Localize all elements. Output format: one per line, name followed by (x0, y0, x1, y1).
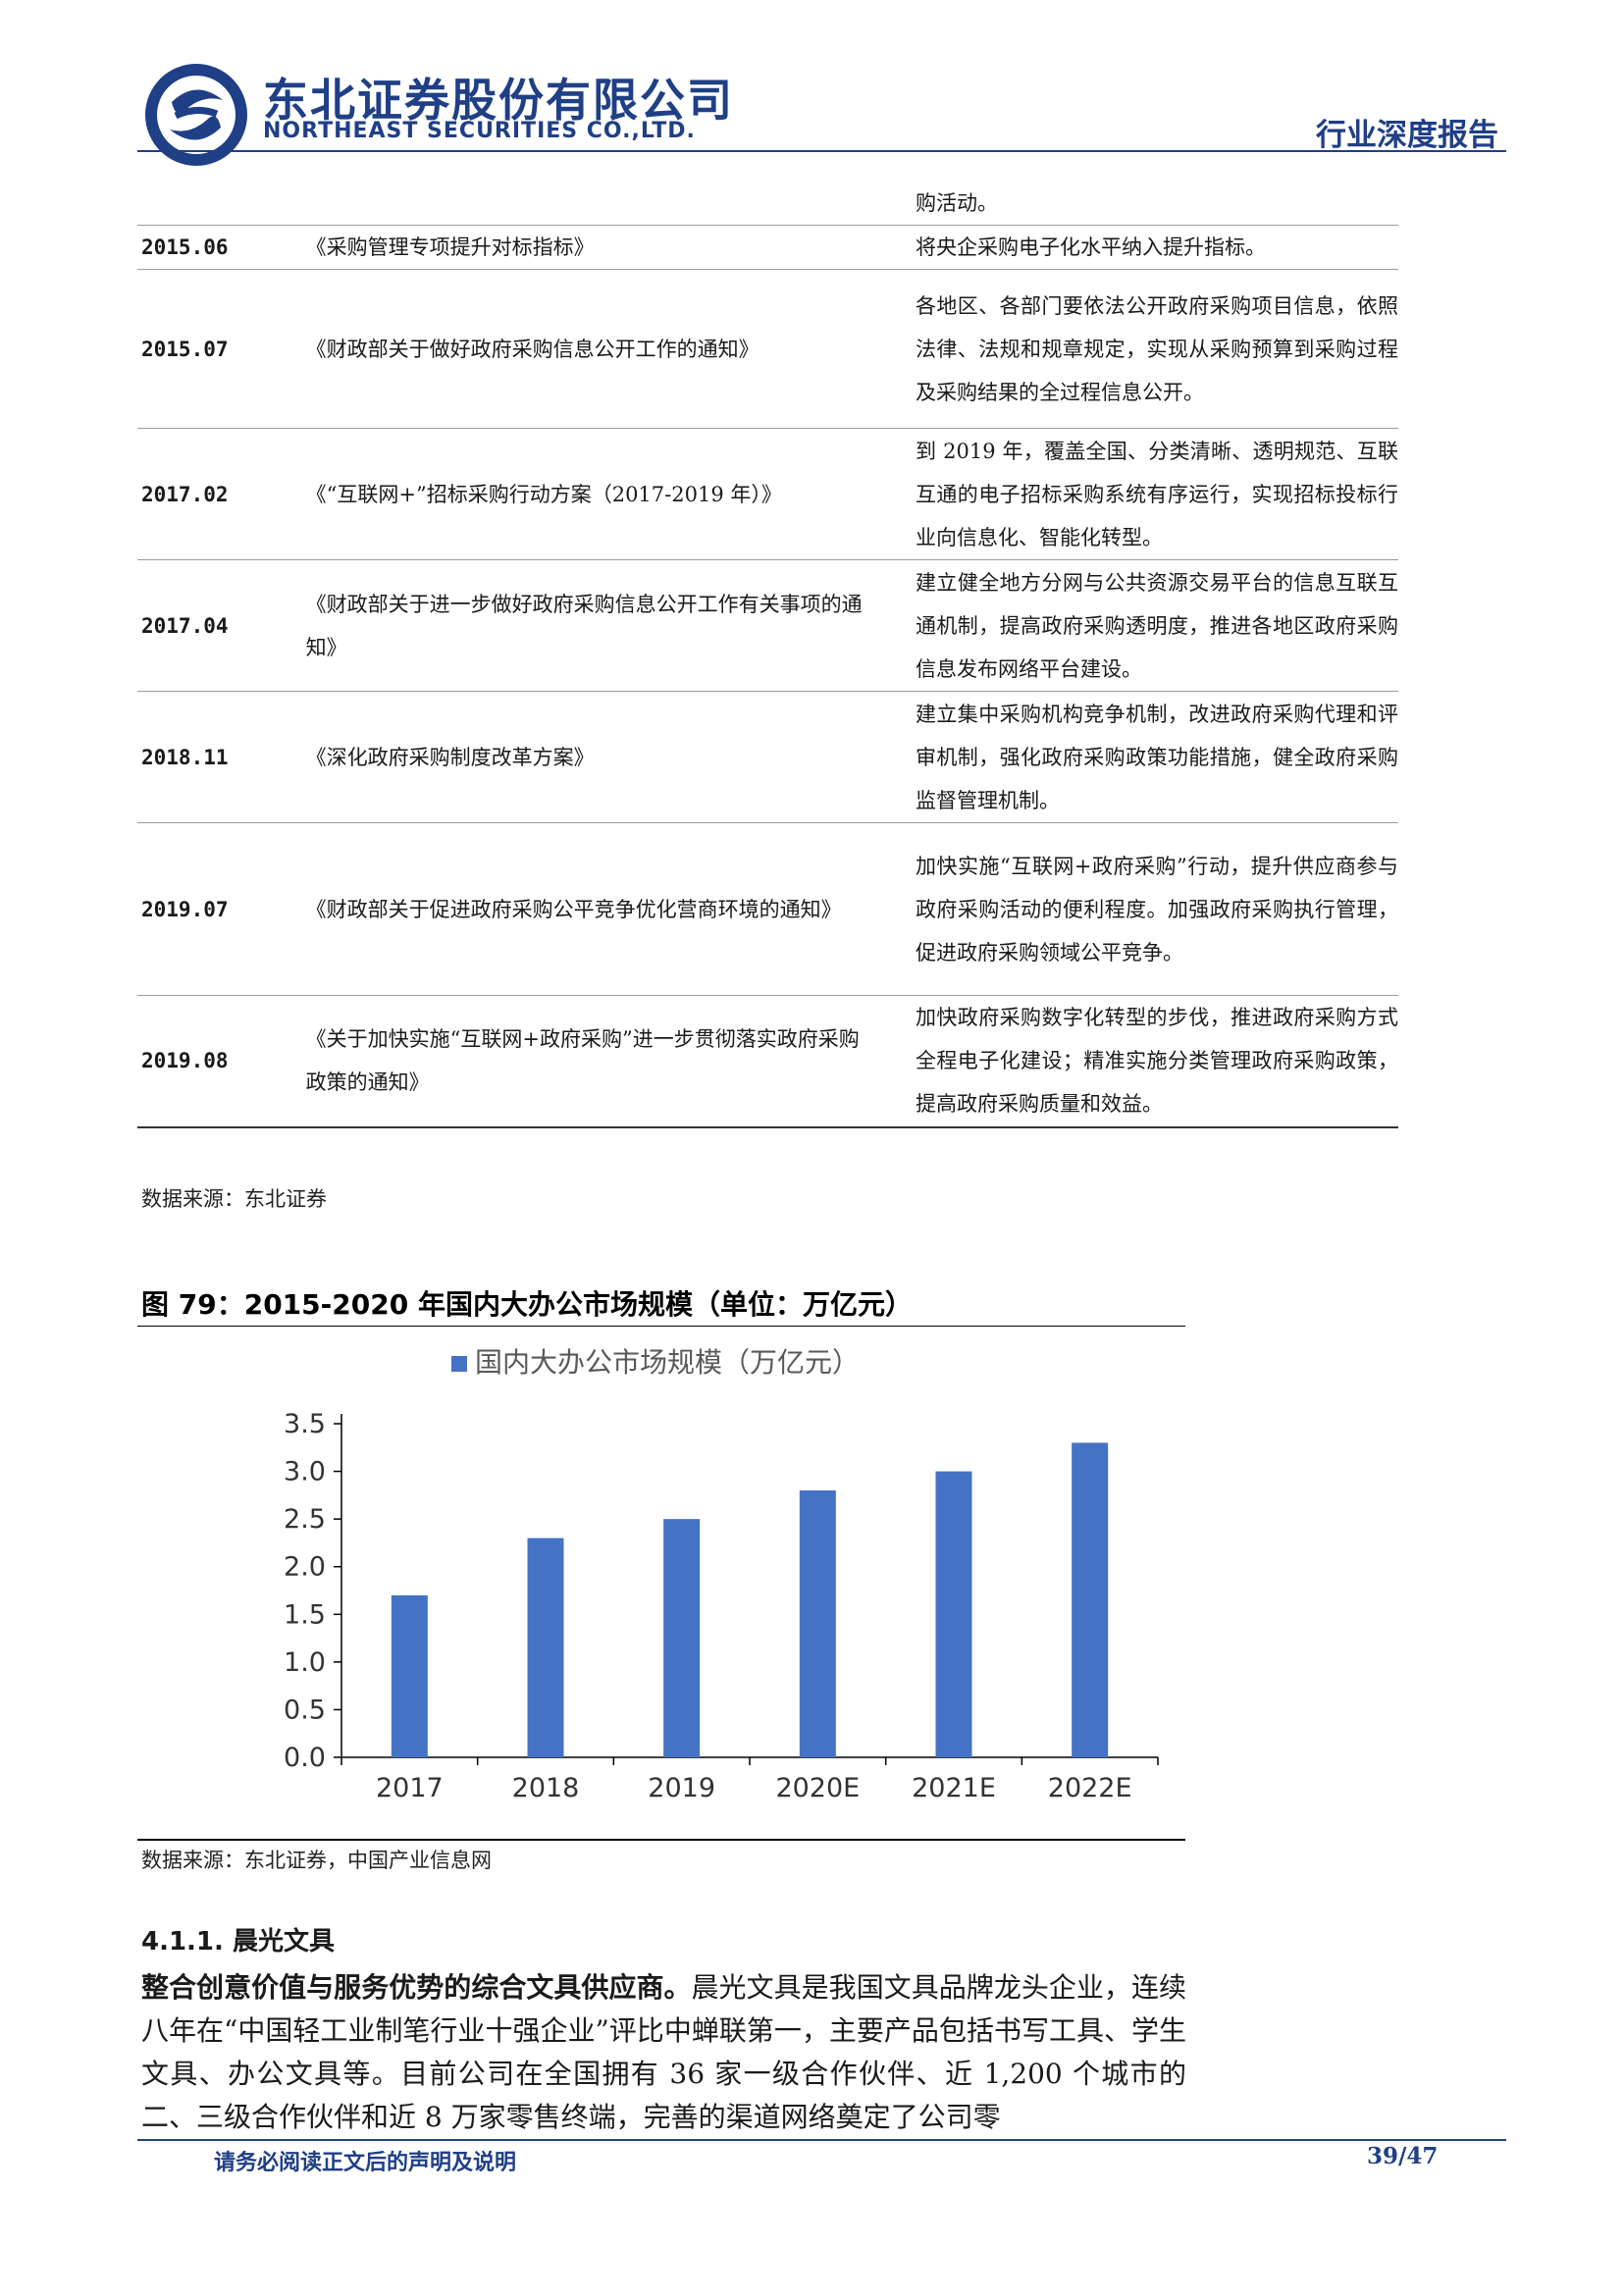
row-date: 2015.07 (137, 269, 306, 429)
x-tick-label: 2021E (912, 1773, 996, 1803)
row-document: 《财政部关于进一步做好政府采购信息公开工作有关事项的通知》 (305, 559, 900, 692)
x-tick-label: 2020E (775, 1773, 860, 1803)
row-date: 2015.06 (137, 225, 306, 270)
paragraph-body: 晨光文具是我国文具品牌龙头企业，连续八年在“中国轻工业制笔行业十强企业”评比中蝉… (141, 1971, 1186, 2133)
y-tick-label: 3.5 (284, 1409, 326, 1439)
page-number: 39/47 (1367, 2143, 1439, 2169)
row-description: 建立健全地方分网与公共资源交易平台的信息互联互通机制，提高政府采购透明度，推进各… (899, 559, 1398, 692)
bar-2022E (1072, 1442, 1109, 1757)
section-heading: 4.1.1. 晨光文具 (141, 1927, 335, 1957)
x-tick-label: 2022E (1048, 1773, 1132, 1803)
row-description: 建立集中采购机构竞争机制，改进政府采购代理和评审机制，强化政府采购政策功能措施，… (899, 691, 1398, 823)
market-size-bar-chart: 国内大办公市场规模（万亿元） 0.0 0.5 1.0 1.5 2.0 2.5 3.0 3.5 20… (284, 1346, 1159, 1803)
figure-bottom-rule (137, 1839, 1185, 1841)
row-description: 加快实施“互联网+政府采购”行动，提升供应商参与政府采购活动的便利程度。加强政府… (899, 822, 1398, 996)
bar-2019 (663, 1519, 701, 1757)
row-document (305, 182, 900, 226)
row-document: 《财政部关于促进政府采购公平竞争优化营商环境的通知》 (305, 822, 900, 996)
figure-source-note: 数据来源：东北证券，中国产业信息网 (141, 1849, 492, 1872)
report-type-label: 行业深度报告 (1316, 118, 1498, 153)
row-date (137, 182, 306, 226)
footer-divider (137, 2139, 1506, 2141)
header-divider (137, 150, 1506, 152)
row-description: 到 2019 年，覆盖全国、分类清晰、透明规范、互联互通的电子招标采购系统有序运… (899, 428, 1398, 560)
table-row: 2017.02 《“互联网+”招标采购行动方案（2017-2019 年）》到 20… (137, 428, 1398, 560)
bar-2018 (527, 1538, 564, 1757)
row-date: 2017.04 (137, 559, 306, 692)
row-description: 加快政府采购数字化转型的步伐，推进政府采购方式全程电子化建设；精准实施分类管理政… (899, 995, 1398, 1128)
y-tick-label: 0.0 (284, 1743, 326, 1773)
bar-2017 (391, 1594, 428, 1757)
row-description: 购活动。 (899, 182, 1398, 226)
table-row: 购活动。 (137, 182, 1398, 226)
section-paragraph: 整合创意价值与服务优势的综合文具供应商。晨光文具是我国文具品牌龙头企业，连续八年… (141, 1966, 1186, 2139)
policy-table: 购活动。 2015.06 《采购管理专项提升对标指标》 将央企采购电子化水平纳入提升指… (137, 182, 1398, 1128)
bar-2020E (799, 1490, 836, 1757)
y-tick-label: 2.0 (284, 1552, 326, 1583)
table-row: 2019.07 《财政部关于促进政府采购公平竞争优化营商环境的通知》 加快实施“互联… (137, 822, 1398, 996)
chart-legend: 国内大办公市场规模（万亿元） (451, 1346, 860, 1379)
x-tick-label: 2017 (376, 1773, 444, 1803)
row-document: 《关于加快实施“互联网+政府采购”进一步贯彻落实政府采购政策的通知》 (305, 995, 900, 1128)
disclaimer-note: 请务必阅读正文后的声明及说明 (214, 2151, 517, 2175)
company-name-cn: 东北证券股份有限公司 (263, 74, 734, 127)
row-date: 2017.02 (137, 428, 306, 560)
row-date: 2019.08 (137, 995, 306, 1128)
row-date: 2019.07 (137, 822, 306, 996)
y-tick-label: 1.5 (284, 1599, 326, 1630)
y-tick-label: 1.0 (284, 1647, 326, 1678)
x-tick-label: 2019 (648, 1773, 715, 1803)
row-document: 《深化政府采购制度改革方案》 (305, 691, 900, 823)
row-date: 2018.11 (137, 691, 306, 823)
table-row: 2017.04 《财政部关于进一步做好政府采购信息公开工作有关事项的通知》 建立健全… (137, 559, 1398, 692)
figure-title: 图 79：2015-2020 年国内大办公市场规模（单位：万亿元） (141, 1288, 913, 1321)
y-tick-label: 3.0 (284, 1457, 326, 1487)
legend-swatch (451, 1356, 467, 1372)
paragraph-lead: 整合创意价值与服务优势的综合文具供应商。 (141, 1971, 692, 2004)
bar-2021E (935, 1471, 972, 1757)
figure-top-rule (137, 1326, 1185, 1327)
table-row: 2015.07 《财政部关于做好政府采购信息公开工作的通知》 各地区、各部门要依法公… (137, 269, 1398, 429)
row-document: 《采购管理专项提升对标指标》 (305, 225, 900, 270)
company-logo-icon (145, 64, 247, 166)
legend-label: 国内大办公市场规模（万亿元） (475, 1346, 860, 1379)
row-document: 《财政部关于做好政府采购信息公开工作的通知》 (305, 269, 900, 429)
row-description: 各地区、各部门要依法公开政府采购项目信息，依照法律、法规和规章规定，实现从采购预… (899, 269, 1398, 429)
table-row: 2018.11 《深化政府采购制度改革方案》 建立集中采购机构竞争机制，改进政府采购… (137, 691, 1398, 823)
policy-table-body: 购活动。 2015.06 《采购管理专项提升对标指标》 将央企采购电子化水平纳入提升指… (137, 182, 1398, 1128)
x-tick-label: 2018 (512, 1773, 580, 1803)
table-row: 2019.08 《关于加快实施“互联网+政府采购”进一步贯彻落实政府采购政策的通知… (137, 995, 1398, 1128)
y-tick-label: 2.5 (284, 1504, 326, 1535)
table-source-note: 数据来源：东北证券 (141, 1187, 327, 1211)
row-document: 《“互联网+”招标采购行动方案（2017-2019 年）》 (305, 428, 900, 560)
row-description: 将央企采购电子化水平纳入提升指标。 (899, 225, 1398, 270)
table-row: 2015.06 《采购管理专项提升对标指标》 将央企采购电子化水平纳入提升指标。 (137, 225, 1398, 270)
company-name-en: NORTHEAST SECURITIES CO.,LTD. (263, 119, 696, 143)
y-tick-label: 0.5 (284, 1695, 326, 1725)
